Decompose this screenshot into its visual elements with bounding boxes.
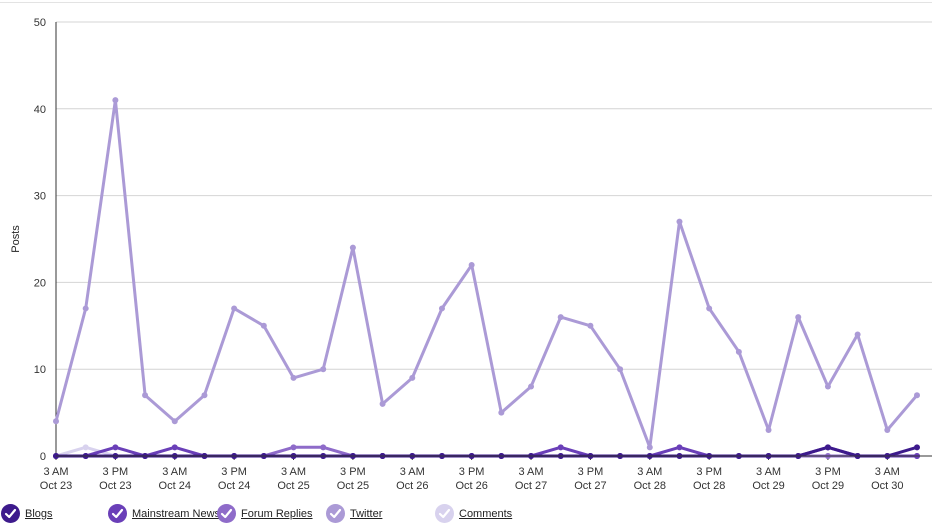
x-tick-label: Oct 29: [752, 480, 784, 492]
legend-item-twitter[interactable]: Twitter: [326, 503, 382, 524]
data-point: [854, 331, 861, 338]
data-point: [320, 366, 327, 373]
chart-legend: Blogs Mainstream News Forum Replies Twit…: [0, 503, 932, 524]
legend-label: Comments: [459, 507, 513, 520]
y-tick-label: 20: [34, 277, 46, 289]
data-point: [824, 383, 831, 390]
x-tick-label: 3 AM: [518, 466, 543, 478]
y-tick-label: 40: [34, 104, 46, 116]
x-tick-label: 3 PM: [459, 466, 485, 478]
data-point: [171, 418, 178, 425]
data-point: [795, 314, 802, 321]
x-tick-label: Oct 26: [396, 480, 428, 492]
legend-label: Blogs: [25, 507, 53, 520]
chart-canvas: 0 10 20 30 40 50 Posts 3 AM Oct 23 3 PM Oct 23 3 AM…: [10, 17, 932, 492]
data-point: [557, 314, 564, 321]
data-point: [112, 444, 119, 451]
data-point: [676, 444, 683, 451]
x-tick-label: 3 AM: [400, 466, 425, 478]
x-tick-label: 3 PM: [815, 466, 841, 478]
data-point: [557, 444, 564, 451]
x-tick-label: 3 AM: [162, 466, 187, 478]
x-tick-label: Oct 28: [634, 480, 666, 492]
data-point: [617, 366, 624, 373]
data-point: [914, 444, 920, 451]
data-point: [438, 305, 445, 312]
x-tick-label: Oct 27: [574, 480, 606, 492]
data-point: [884, 426, 891, 433]
x-tick-label: Oct 24: [218, 480, 250, 492]
legend-item-blogs[interactable]: Blogs: [1, 503, 53, 524]
x-tick-label: 3 AM: [43, 466, 68, 478]
data-point: [587, 322, 594, 329]
x-tick-label: Oct 23: [40, 480, 72, 492]
check-icon: [435, 504, 454, 523]
x-tick-label: Oct 25: [277, 480, 309, 492]
data-point: [82, 444, 89, 451]
data-point: [676, 218, 683, 225]
x-tick-label: Oct 24: [159, 480, 191, 492]
x-tick-label: 3 PM: [696, 466, 722, 478]
data-point: [914, 392, 920, 399]
data-point: [231, 305, 238, 312]
y-axis-title: Posts: [10, 225, 22, 253]
x-tick-label: 3 PM: [221, 466, 247, 478]
x-tick-label: Oct 28: [693, 480, 725, 492]
x-tick-label: Oct 30: [871, 480, 903, 492]
data-point: [171, 444, 178, 451]
x-tick-label: Oct 27: [515, 480, 547, 492]
y-tick-label: 30: [34, 191, 46, 203]
data-point: [735, 348, 742, 355]
x-tick-label: 3 PM: [340, 466, 366, 478]
data-point: [260, 322, 267, 329]
data-point: [53, 418, 59, 425]
data-point: [468, 262, 475, 269]
data-point: [290, 374, 297, 381]
legend-item-mainstream-news[interactable]: Mainstream News: [108, 503, 220, 524]
data-point: [379, 400, 386, 407]
x-tick-label: Oct 23: [99, 480, 131, 492]
legend-item-comments[interactable]: Comments: [435, 503, 512, 524]
series-line-twitter: [54, 98, 919, 449]
y-tick-label: 0: [40, 451, 46, 463]
data-point: [290, 444, 297, 451]
x-tick-label: Oct 29: [812, 480, 844, 492]
check-icon: [1, 504, 20, 523]
data-point: [528, 383, 535, 390]
data-point: [498, 409, 505, 416]
legend-label: Twitter: [350, 507, 383, 520]
data-point: [646, 444, 653, 451]
data-point: [201, 392, 208, 399]
data-point: [765, 426, 772, 433]
x-tick-label: 3 PM: [103, 466, 129, 478]
x-tick-label: Oct 26: [455, 480, 487, 492]
data-point: [112, 97, 119, 104]
data-point: [824, 444, 831, 451]
data-point: [82, 305, 89, 312]
x-tick-label: Oct 25: [337, 480, 369, 492]
x-tick-label: 3 PM: [578, 466, 604, 478]
posts-line-chart: 0 10 20 30 40 50 Posts 3 AM Oct 23 3 PM Oct 23 3 AM…: [10, 17, 932, 492]
y-tick-label: 10: [34, 364, 46, 376]
data-point: [706, 305, 713, 312]
x-tick-label: 3 AM: [281, 466, 306, 478]
check-icon: [217, 504, 236, 523]
check-icon: [326, 504, 345, 523]
legend-label: Forum Replies: [241, 507, 313, 520]
x-tick-label: 3 AM: [756, 466, 781, 478]
data-point: [142, 392, 149, 399]
y-tick-label: 50: [34, 17, 46, 29]
data-point: [320, 444, 327, 451]
top-border: [0, 2, 932, 3]
legend-item-forum-replies[interactable]: Forum Replies: [217, 503, 313, 524]
x-tick-label: 3 AM: [637, 466, 662, 478]
legend-label: Mainstream News: [132, 507, 221, 520]
check-icon: [108, 504, 127, 523]
data-point: [409, 374, 416, 381]
data-point: [349, 244, 356, 251]
x-tick-label: 3 AM: [875, 466, 900, 478]
